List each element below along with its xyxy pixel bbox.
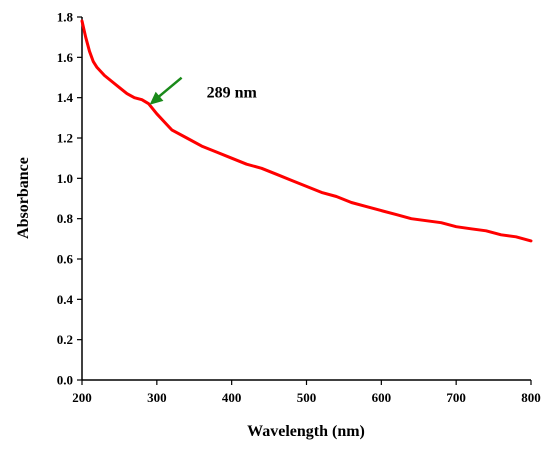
y-tick-label: 1.2 — [57, 131, 73, 146]
y-tick-label: 1.4 — [57, 90, 74, 105]
y-tick-label: 0.2 — [57, 332, 73, 347]
y-tick-label: 0.4 — [57, 292, 74, 307]
plot-frame — [81, 17, 531, 381]
y-tick-label: 1.0 — [57, 171, 73, 186]
y-tick-label: 1.8 — [57, 10, 74, 25]
annotation-arrow-head — [149, 91, 164, 105]
annotation-layer: 289 nm — [149, 76, 258, 105]
x-tick-label: 700 — [446, 390, 466, 405]
annotation-label: 289 nm — [207, 85, 258, 102]
series-layer — [80, 19, 533, 243]
x-tick-label: 800 — [521, 390, 541, 405]
y-tick-label: 0.6 — [57, 252, 74, 267]
x-tick-label: 400 — [222, 390, 242, 405]
x-tick-label: 200 — [72, 390, 92, 405]
x-tick-label: 500 — [297, 390, 317, 405]
x-axis-title: Wavelength (nm) — [247, 423, 365, 440]
y-axis-title: Absorbance — [15, 157, 32, 239]
y-tick-label: 0.8 — [57, 211, 74, 226]
y-ticks: 0.0 0.2 0.4 0.6 0.8 1.0 1.2 1.4 1.6 1.8 — [57, 10, 82, 388]
x-ticks: 200 300 400 500 600 700 800 — [72, 380, 541, 405]
x-tick-label: 600 — [372, 390, 392, 405]
y-tick-label: 1.6 — [57, 50, 74, 65]
y-tick-label: 0.0 — [57, 373, 73, 388]
annotation-arrow-shaft — [156, 76, 183, 99]
x-tick-label: 300 — [147, 390, 167, 405]
absorbance-series-line — [80, 19, 533, 243]
